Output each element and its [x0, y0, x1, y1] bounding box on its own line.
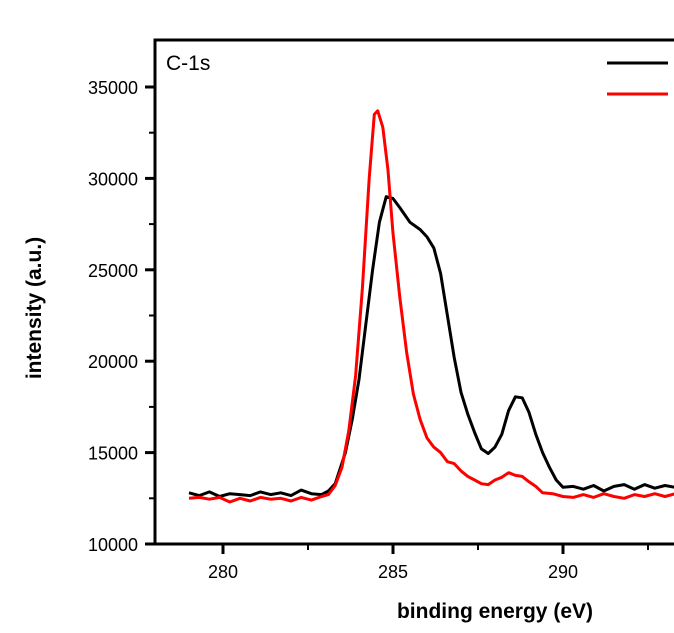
series-line-black	[188, 195, 674, 498]
y-tick-label: 20000	[88, 352, 138, 372]
x-tick-label: 290	[548, 562, 578, 582]
y-tick-label: 35000	[88, 78, 138, 98]
y-tick-label: 10000	[88, 535, 138, 555]
axes-layer	[153, 38, 674, 546]
legend	[607, 61, 668, 96]
x-axis-title: binding energy (eV)	[397, 600, 593, 623]
peak-annotation: C-1s	[166, 52, 210, 75]
series-line-red	[188, 109, 674, 504]
y-tick-label: 30000	[88, 169, 138, 189]
x-tick-label: 280	[208, 562, 238, 582]
series-layer	[188, 109, 674, 504]
y-axis-title: intensity (a.u.)	[23, 237, 46, 379]
x-tick-label: 285	[378, 562, 408, 582]
ticks-layer: 280 285 290 10000 15000 20000 25000 30000 35000	[88, 78, 649, 582]
y-tick-label: 15000	[88, 444, 138, 464]
y-tick-label: 25000	[88, 261, 138, 281]
